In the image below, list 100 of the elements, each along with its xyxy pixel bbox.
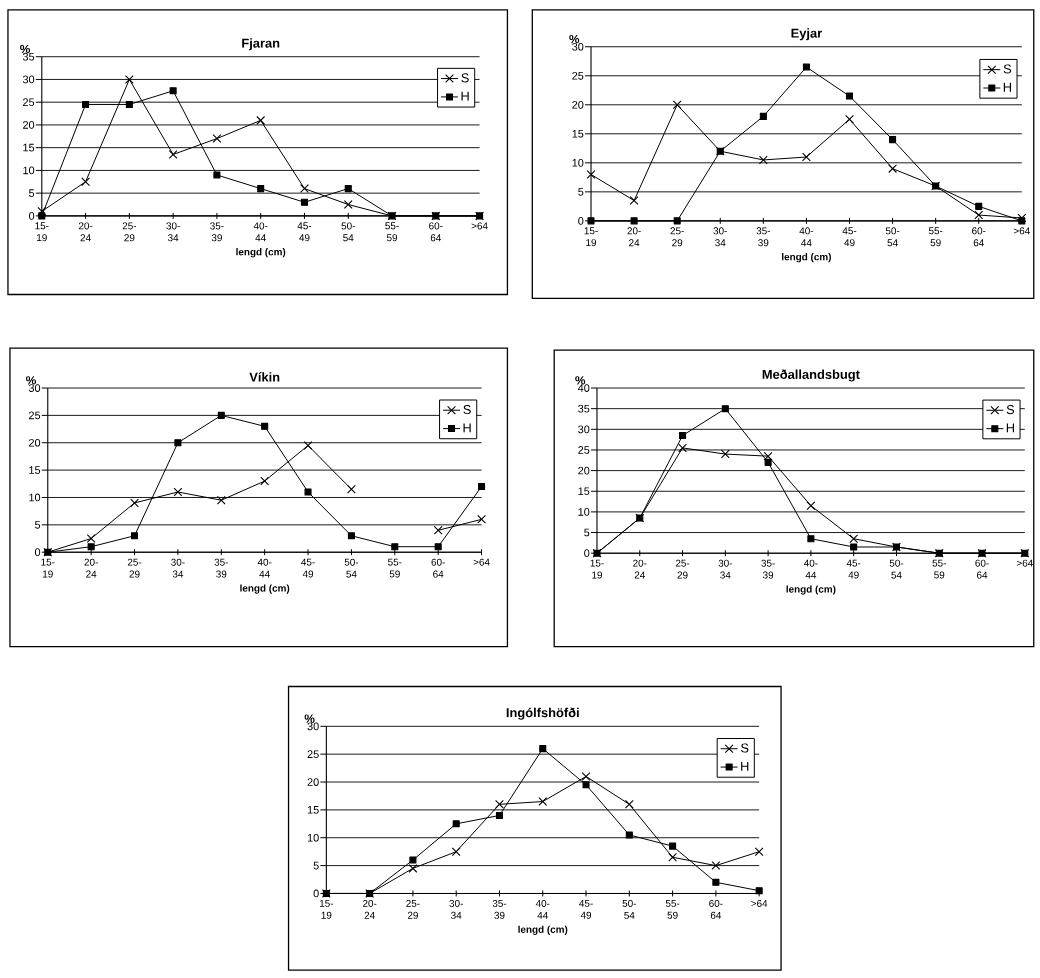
y-tick-label: 10 [307,833,319,842]
legend-label: H [1006,423,1015,433]
x-tick-label: 15-19 [590,559,604,579]
x-tick-label: 15-19 [41,558,55,578]
chart-title: Eyjar [791,28,822,41]
y-tick-label: 0 [28,212,35,220]
y-tick-label: 10 [23,166,35,175]
x-tick-label: 55-59 [388,558,402,578]
legend-label: S [741,743,749,753]
y-tick-label: 15 [29,466,41,474]
x-tick-label: >64 [471,222,488,230]
x-tick-label: 40-44 [257,558,272,578]
x-tick-label: 55-59 [928,227,943,247]
y-tick-label: 15 [572,130,584,138]
y-tick-label: 0 [34,548,41,557]
y-tick-label: 5 [29,189,35,197]
x-tick-label: >64 [1016,559,1033,567]
x-tick-label: 20-24 [84,558,98,578]
y-tick-label: 5 [34,521,41,529]
y-tick-label: 20 [307,778,319,786]
legend-label: S [1003,64,1012,74]
y-tick-label: 5 [313,861,319,870]
y-axis-title: % [304,714,315,723]
chart-title: Fjaran [242,38,280,51]
y-tick-label: 20 [578,466,590,475]
y-tick-label: 0 [578,217,584,225]
x-tick-label: 25-29 [127,558,142,578]
x-tick-label: 35-39 [756,227,771,247]
x-tick-label: 25-29 [406,899,420,919]
x-tick-label: 60-64 [975,559,989,579]
y-tick-label: 20 [29,438,41,447]
legend-label: H [461,91,469,101]
x-axis-title: lengd (cm) [518,925,568,935]
chart-title: Víkin [249,372,280,382]
y-axis-title: % [20,44,31,54]
x-tick-label: 50-54 [341,222,355,242]
x-tick-label: 40-44 [535,899,550,919]
x-tick-label: 60-64 [429,222,443,242]
x-tick-label: 20-24 [633,559,647,579]
x-axis-title: lengd (cm) [236,248,286,258]
y-tick-label: 30 [578,425,590,434]
y-tick-label: 5 [578,188,584,196]
y-tick-label: 15 [307,806,319,814]
x-tick-label: 15-19 [319,899,334,919]
y-tick-label: 10 [29,493,41,502]
x-tick-label: 15-19 [584,227,598,247]
x-tick-label: 45-49 [842,227,857,247]
legend-label: S [461,73,469,83]
y-axis-title: % [26,376,36,385]
x-tick-label: 30-34 [713,227,727,247]
x-tick-label: 60-64 [709,899,723,919]
x-tick-label: 15-19 [35,222,49,242]
x-tick-label: 50-54 [344,558,359,578]
y-tick-label: 10 [578,508,590,516]
x-axis-title: lengd (cm) [240,584,290,594]
x-tick-label: 60-64 [972,227,986,247]
y-tick-label: 30 [28,384,41,392]
x-tick-label: 50-54 [889,559,904,579]
x-tick-label: >64 [1013,227,1030,235]
y-tick-label: 25 [307,750,319,759]
legend-label: H [741,761,749,771]
x-tick-label: 20-24 [78,222,93,242]
y-tick-label: 35 [22,52,35,61]
y-tick-label: 25 [578,446,590,454]
x-tick-label: 45-49 [579,899,593,919]
x-tick-label: 45-49 [301,558,315,578]
x-tick-label: 30-34 [718,559,733,579]
x-tick-label: 30-34 [166,222,180,242]
x-tick-label: 40-44 [803,559,818,579]
y-tick-label: 40 [577,384,590,392]
legend-label: H [463,423,471,433]
x-tick-label: 25-29 [122,222,137,242]
x-tick-label: 35-39 [210,222,224,242]
x-tick-label: 55-59 [385,222,399,242]
y-tick-label: 25 [29,411,41,420]
x-axis-title: lengd (cm) [786,585,836,595]
y-tick-label: 5 [584,528,590,537]
x-tick-label: 20-24 [627,227,641,247]
x-tick-label: 45-49 [846,559,861,579]
x-tick-label: 30-34 [449,899,463,919]
y-tick-label: 25 [23,98,35,107]
y-tick-label: 30 [22,75,35,84]
y-tick-label: 20 [572,100,584,109]
x-tick-label: >64 [751,899,768,907]
x-tick-label: 50-54 [622,899,637,919]
y-tick-label: 10 [572,158,584,167]
x-tick-label: 20-24 [362,899,377,919]
x-tick-label: 25-29 [675,559,690,579]
x-tick-label: 35-39 [761,559,775,579]
y-tick-label: 15 [23,143,35,152]
chart-title: Ingólfshöfði [506,707,579,720]
x-tick-label: 55-59 [932,559,946,579]
x-tick-label: 30-34 [171,558,185,578]
x-tick-label: 35-39 [492,899,507,919]
x-tick-label: 50-54 [885,227,900,247]
legend-label: H [1003,82,1012,92]
y-tick-label: 0 [584,549,590,558]
x-tick-label: 60-64 [431,558,445,578]
y-axis-title: % [569,34,580,44]
y-tick-label: 30 [572,42,584,51]
